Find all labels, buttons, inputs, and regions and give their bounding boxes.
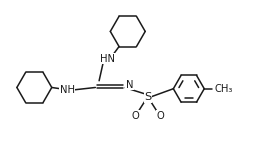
Text: CH₃: CH₃ xyxy=(214,84,232,94)
Text: S: S xyxy=(144,92,151,102)
Text: NH: NH xyxy=(60,85,75,95)
Text: O: O xyxy=(131,111,139,121)
Text: N: N xyxy=(126,80,133,90)
Text: O: O xyxy=(156,111,164,121)
Text: HN: HN xyxy=(100,54,115,64)
